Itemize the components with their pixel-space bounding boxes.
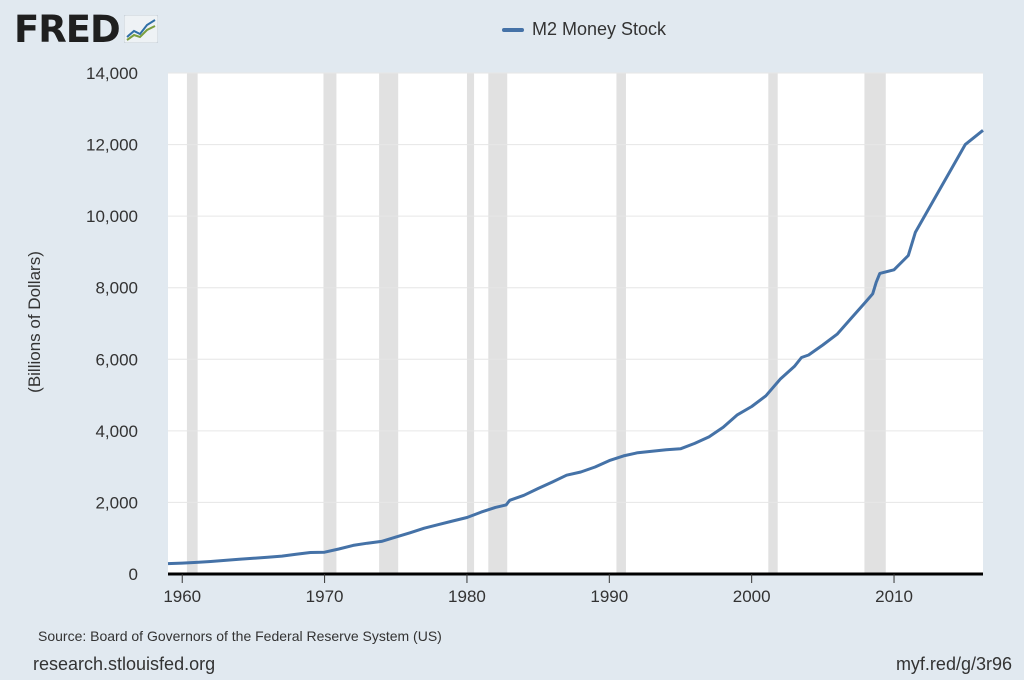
y-tick-label: 0: [129, 565, 138, 584]
recession-band: [323, 73, 337, 574]
x-tick-label: 1970: [306, 587, 344, 606]
series-line-m2: [167, 129, 984, 566]
y-tick-label: 8,000: [95, 279, 138, 298]
x-tick-label: 2000: [733, 587, 771, 606]
chart-legend: M2 Money Stock: [502, 19, 666, 40]
x-tick-label: 2010: [875, 587, 913, 606]
recession-band: [616, 73, 626, 574]
logo-text: FRED: [14, 8, 121, 51]
plot-area: [168, 73, 983, 574]
short-link[interactable]: myf.red/g/3r96: [895, 654, 1012, 674]
recession-band: [379, 73, 399, 574]
x-tick-label: 1980: [448, 587, 486, 606]
x-axis-ticks: 1960 1970 1980 1990 2000 2010: [163, 574, 913, 606]
gridlines: [168, 72, 983, 503]
recession-band: [768, 73, 778, 574]
y-tick-label: 4,000: [95, 422, 138, 441]
y-tick-label: 10,000: [86, 207, 138, 226]
site-link[interactable]: research.stlouisfed.org: [33, 654, 216, 674]
x-tick-label: 1990: [590, 587, 628, 606]
y-tick-label: 2,000: [95, 493, 138, 512]
recession-band: [488, 73, 508, 574]
source-note: Source: Board of Governors of the Federa…: [38, 628, 442, 644]
y-axis-label: (Billions of Dollars): [25, 251, 44, 393]
y-axis-ticks: 0 2,000 4,000 6,000 8,000 10,000 12,000 14,000: [86, 64, 138, 584]
recession-band: [466, 73, 475, 574]
y-tick-label: 12,000: [86, 136, 138, 155]
recession-band: [864, 73, 886, 574]
recession-band: [186, 73, 198, 574]
legend-label: M2 Money Stock: [532, 19, 667, 39]
y-tick-label: 6,000: [95, 350, 138, 369]
x-tick-label: 1960: [163, 587, 201, 606]
recession-shading: [186, 73, 886, 574]
y-tick-label: 14,000: [86, 64, 138, 83]
legend-swatch: [502, 27, 524, 32]
